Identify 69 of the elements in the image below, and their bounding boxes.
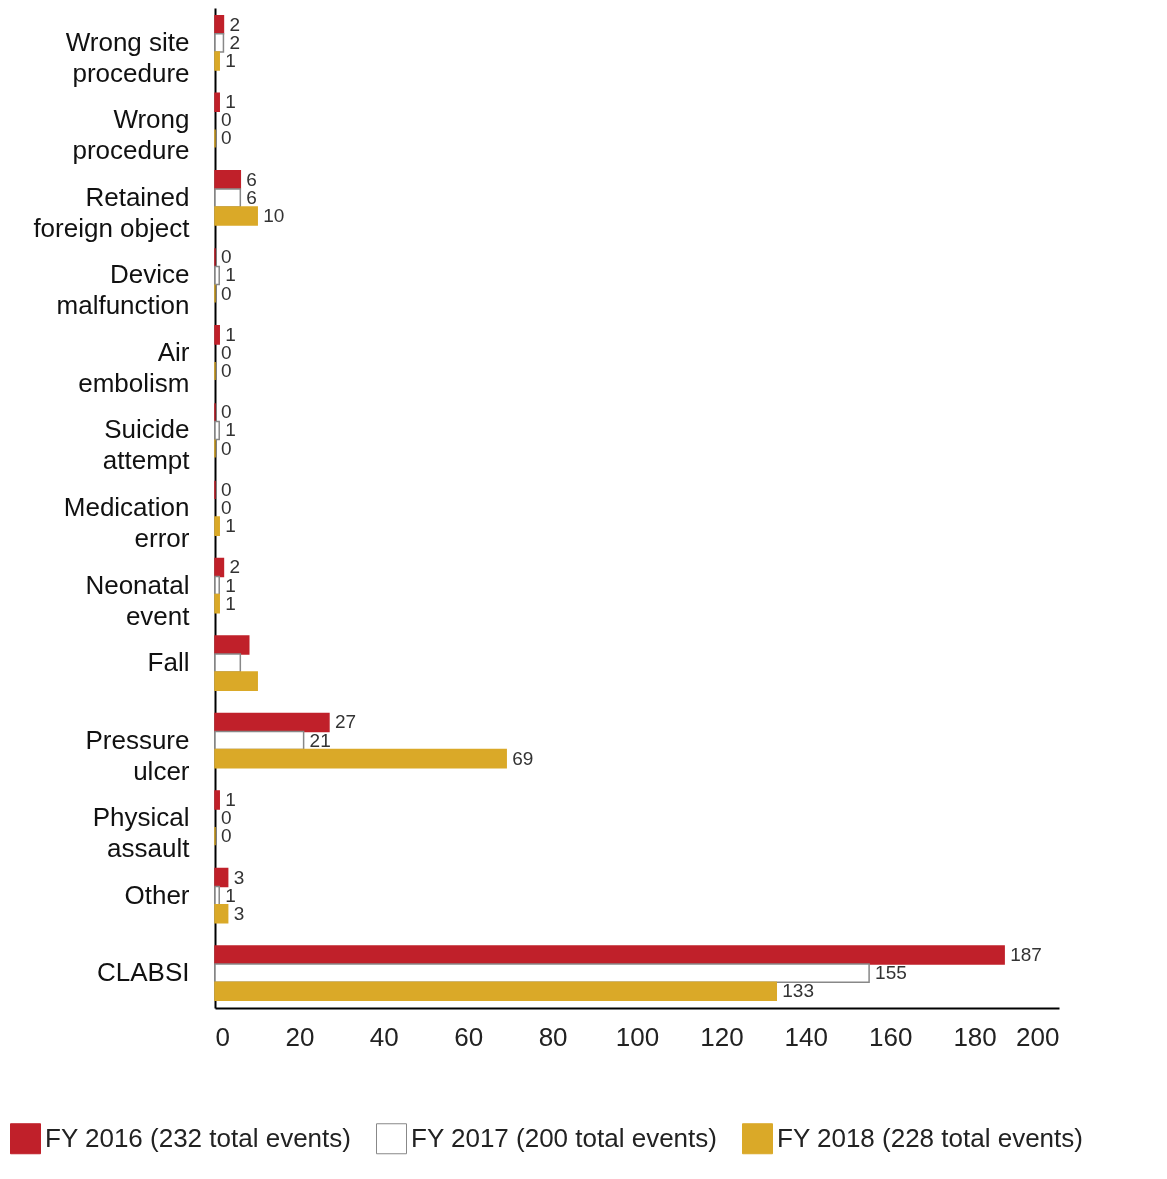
data-label: 1 [225,884,236,906]
legend-label: FY 2017 (200 total events) [411,1122,717,1153]
bar [214,575,220,596]
bar [214,92,220,113]
bar [214,885,220,906]
bar [214,790,220,810]
bar [214,265,220,286]
y-tick-label: Wrong site procedure [65,26,190,88]
x-tick-label: 120 [700,1021,744,1052]
data-label: 155 [875,962,907,984]
bar [214,903,229,924]
bar [214,170,242,190]
bar [214,653,242,673]
bar [214,730,305,751]
bar [214,867,229,888]
data-label: 0 [221,360,232,382]
data-label: 1 [225,515,236,537]
data-label: 0 [221,478,232,500]
y-tick-label: Retained foreign object [33,181,191,243]
y-tick-label: Suicide attempt [102,414,191,476]
bar [214,420,220,441]
bar [214,557,225,578]
bar [214,516,220,536]
y-tick-label: Other [124,879,190,910]
data-label: 3 [233,866,245,888]
bar [214,963,870,983]
bar [214,712,330,733]
bar [214,635,250,655]
legend-label: FY 2018 (228 total events) [777,1122,1083,1153]
x-tick-label: 40 [369,1021,399,1052]
bar [214,206,258,226]
bar [214,981,778,1001]
x-tick-label: 20 [285,1021,315,1052]
y-tick-label: Physical assault [92,802,191,864]
x-tick-label: 80 [538,1021,568,1052]
data-label: 21 [309,729,331,751]
x-tick-label: 180 [953,1021,997,1052]
x-tick-label: 140 [784,1021,828,1052]
y-tick-label: CLABSI [97,957,190,988]
y-tick-label: Wrong procedure [72,104,190,166]
x-tick-label: 160 [869,1021,913,1052]
data-label: 133 [782,980,814,1002]
data-label: 187 [1010,944,1042,966]
y-tick-label: Medication error [63,492,190,553]
x-tick-label: 60 [454,1021,484,1052]
bar [214,33,225,53]
y-tick-label: Device malfunction [56,259,190,321]
data-label: 69 [512,747,534,769]
y-tick-label: Air embolism [78,336,190,398]
bar [214,671,258,691]
x-tick-label: 100 [615,1021,660,1052]
bar [214,188,242,208]
bar [214,325,220,345]
bar [214,51,220,71]
legend-label: FY 2016 (232 total events) [45,1122,351,1153]
bar [214,15,225,35]
bar [214,593,220,614]
data-label: 0 [221,497,232,518]
data-label: 3 [233,902,245,924]
data-label: 27 [334,711,357,733]
bar [214,748,507,769]
x-tick-label: 0 [215,1021,230,1052]
x-tick-label: 200 [1016,1021,1060,1052]
y-tick-label: Neonatal event [85,569,191,631]
bar [214,945,1005,965]
y-tick-label: Pressure ulcer [85,724,190,786]
y-tick-label: Fall [147,647,190,678]
data-label: 10 [263,205,285,227]
data-label: 1 [225,788,236,810]
